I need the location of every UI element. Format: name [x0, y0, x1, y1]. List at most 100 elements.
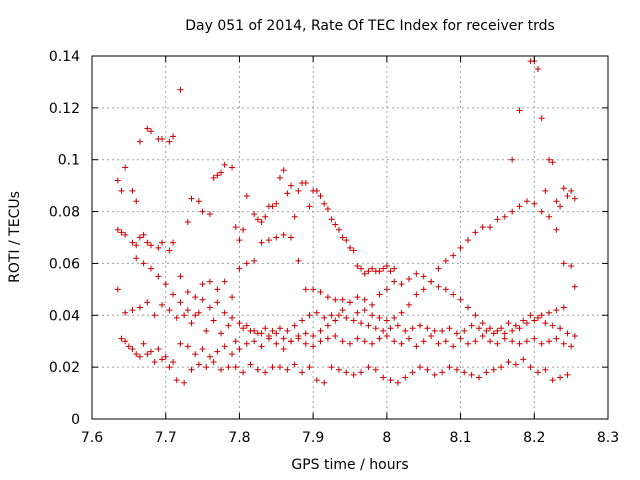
x-tick-label: 8.2 [523, 430, 545, 446]
data-point [431, 327, 438, 334]
data-point [479, 320, 486, 327]
data-point [276, 325, 283, 332]
data-point [391, 314, 398, 321]
data-point [210, 174, 217, 181]
data-point [365, 268, 372, 275]
data-point [512, 322, 519, 329]
data-point [546, 309, 553, 316]
data-point [560, 340, 567, 347]
data-point [265, 237, 272, 244]
data-point [372, 325, 379, 332]
data-point [398, 340, 405, 347]
data-point [133, 242, 140, 249]
data-point [350, 317, 357, 324]
series-low-band-3 [122, 338, 571, 386]
data-point [236, 265, 243, 272]
data-point [380, 327, 387, 334]
data-point [313, 377, 320, 384]
data-point [516, 325, 523, 332]
data-point [295, 187, 302, 194]
data-point [387, 325, 394, 332]
data-point [184, 288, 191, 295]
data-point [129, 307, 136, 314]
data-point [195, 309, 202, 316]
data-point [413, 343, 420, 350]
data-point [369, 265, 376, 272]
data-point [324, 335, 331, 342]
data-point [376, 314, 383, 321]
data-point [184, 218, 191, 225]
data-point [210, 317, 217, 324]
data-point [122, 338, 129, 345]
data-point [214, 286, 221, 293]
data-point [472, 229, 479, 236]
data-point [365, 364, 372, 371]
data-point [170, 239, 177, 246]
data-point [405, 335, 412, 342]
data-point [206, 278, 213, 285]
data-point [520, 356, 527, 363]
data-point [568, 343, 575, 350]
data-point [509, 208, 516, 215]
data-point [420, 273, 427, 280]
data-point [206, 353, 213, 360]
data-point [243, 322, 250, 329]
data-point [405, 301, 412, 308]
data-point [221, 309, 228, 316]
data-point [229, 314, 236, 321]
data-point [549, 322, 556, 329]
data-point [251, 327, 258, 334]
data-point [457, 296, 464, 303]
data-point [269, 203, 276, 210]
data-point [118, 335, 125, 342]
data-point [147, 265, 154, 272]
data-point [273, 340, 280, 347]
data-point [147, 128, 154, 135]
data-point [302, 330, 309, 337]
series-high-arc-1 [114, 86, 398, 277]
data-point [457, 244, 464, 251]
data-point [166, 247, 173, 254]
data-point [302, 286, 309, 293]
data-point [276, 364, 283, 371]
data-point [509, 156, 516, 163]
data-point [512, 361, 519, 368]
data-point [383, 286, 390, 293]
data-point [273, 234, 280, 241]
data-point [140, 260, 147, 267]
data-point [358, 320, 365, 327]
data-point [398, 281, 405, 288]
data-point [361, 296, 368, 303]
data-point [210, 358, 217, 365]
data-point [144, 351, 151, 358]
data-point [166, 364, 173, 371]
data-point [450, 343, 457, 350]
data-point [442, 338, 449, 345]
data-point [534, 369, 541, 376]
data-point [347, 299, 353, 306]
data-point [328, 364, 335, 371]
data-point [232, 224, 239, 231]
data-point [114, 177, 121, 184]
data-point [560, 304, 567, 311]
data-point [236, 320, 243, 327]
data-point [494, 327, 501, 334]
y-tick-label: 0.02 [49, 360, 80, 376]
data-point [177, 299, 184, 306]
data-point [118, 229, 125, 236]
data-point [332, 221, 339, 228]
data-point [302, 180, 309, 187]
data-point [317, 338, 324, 345]
data-point [501, 330, 508, 337]
data-point [417, 364, 424, 371]
data-point [129, 345, 136, 352]
data-point [280, 167, 287, 174]
data-point [258, 343, 265, 350]
data-point [251, 338, 258, 345]
data-point [354, 263, 361, 270]
data-point [523, 320, 530, 327]
data-point [328, 312, 335, 319]
series-mid-scatter [133, 255, 567, 345]
data-point [542, 366, 549, 373]
data-point [538, 115, 545, 122]
